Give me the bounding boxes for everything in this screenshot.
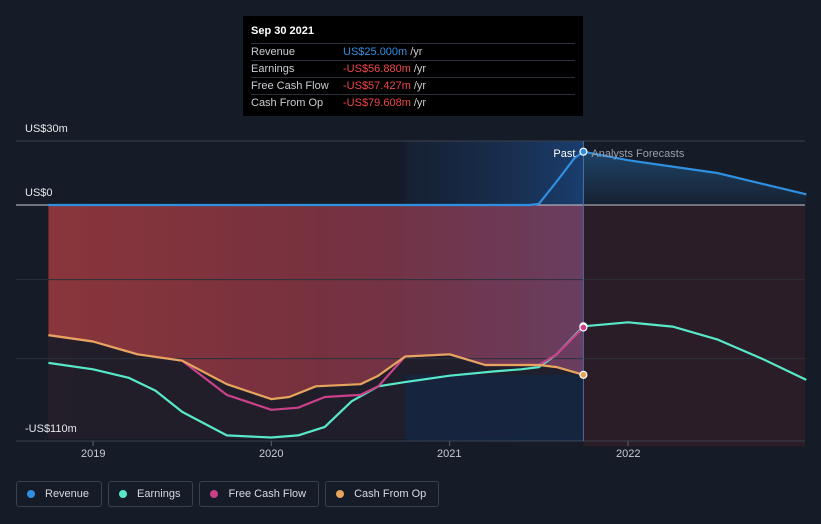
tooltip-date: Sep 30 2021 (251, 25, 314, 37)
revenue-forecast-area (583, 151, 807, 205)
free-cash-flow-end-marker (579, 323, 588, 332)
legend-item-free-cash-flow[interactable]: Free Cash Flow (199, 481, 320, 507)
tooltip-label: Earnings (251, 63, 295, 75)
revenue-line (48, 150, 585, 207)
x-tick-label-2022: 2022 (616, 448, 641, 460)
data-tooltip: Sep 30 2021 Revenue US$25.000m /yr Earni… (243, 16, 583, 116)
tooltip-unit: /yr (413, 63, 427, 75)
x-tick-label-2019: 2019 (81, 448, 106, 460)
tooltip-unit: /yr (413, 80, 427, 92)
tooltip-row-cash-from-op: Cash From Op -US$79.608m /yr (251, 94, 575, 111)
legend-item-revenue[interactable]: Revenue (16, 481, 103, 507)
earnings-forecast-line (583, 321, 807, 381)
x-tick-label-2020: 2020 (259, 448, 284, 460)
tooltip-unit: /yr (413, 97, 427, 109)
legend-label: Free Cash Flow (228, 488, 307, 500)
past-label: Past (553, 148, 575, 160)
legend-label: Revenue (45, 488, 90, 500)
tooltip-value: US$25.000m (343, 46, 408, 58)
tooltip-label: Cash From Op (251, 97, 324, 109)
free-cash-flow-dot-icon (210, 490, 219, 498)
tooltip-value: -US$79.608m (343, 97, 411, 109)
tooltip-row-earnings: Earnings -US$56.880m /yr (251, 60, 575, 77)
tooltip-label: Revenue (251, 46, 296, 58)
x-tick-label-2021: 2021 (437, 448, 462, 460)
highlight-lower-shade (405, 374, 584, 441)
tooltip-value: -US$57.427m (343, 80, 411, 92)
legend-item-earnings[interactable]: Earnings (108, 481, 194, 507)
y-tick-label-top: US$30m (25, 123, 68, 135)
y-tick-label-zero: US$0 (25, 187, 53, 199)
legend-label: Cash From Op (354, 488, 427, 500)
tooltip-label: Free Cash Flow (251, 80, 329, 92)
cash-from-op-end-marker (579, 370, 588, 379)
forecast-negative-region (583, 205, 805, 447)
cash-from-op-dot-icon (336, 490, 345, 498)
revenue-forecast-line (583, 150, 807, 196)
legend-label: Earnings (137, 488, 181, 500)
legend-item-cash-from-op[interactable]: Cash From Op (325, 481, 440, 507)
chart-legend: Revenue Earnings Free Cash Flow Cash Fro… (16, 481, 440, 507)
tooltip-value: -US$56.880m (343, 63, 411, 75)
earnings-line (48, 325, 585, 439)
tooltip-unit: /yr (410, 46, 423, 58)
revenue-end-marker (579, 147, 588, 156)
forecast-label: Analysts Forecasts (591, 148, 684, 160)
cash-from-op-line (48, 334, 584, 401)
y-tick-label-bottom: -US$110m (25, 423, 77, 435)
tooltip-row-free-cash-flow: Free Cash Flow -US$57.427m /yr (251, 77, 575, 94)
revenue-dot-icon (27, 490, 35, 498)
tooltip-row-revenue: Revenue US$25.000m /yr (251, 43, 575, 60)
earnings-dot-icon (119, 490, 128, 498)
